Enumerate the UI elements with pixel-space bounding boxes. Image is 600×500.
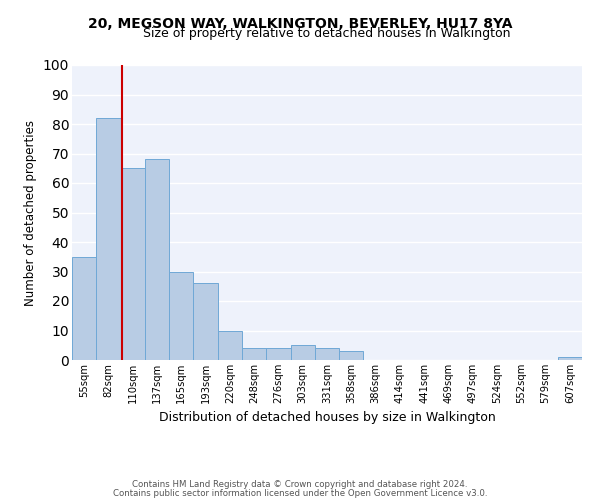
Text: Contains HM Land Registry data © Crown copyright and database right 2024.: Contains HM Land Registry data © Crown c… <box>132 480 468 489</box>
Bar <box>242 348 266 360</box>
Bar <box>193 284 218 360</box>
Title: Size of property relative to detached houses in Walkington: Size of property relative to detached ho… <box>143 27 511 40</box>
Bar <box>96 118 121 360</box>
Bar <box>121 168 145 360</box>
Bar <box>218 330 242 360</box>
Bar <box>315 348 339 360</box>
Text: Contains public sector information licensed under the Open Government Licence v3: Contains public sector information licen… <box>113 488 487 498</box>
Bar <box>169 272 193 360</box>
Bar <box>145 160 169 360</box>
Bar <box>558 357 582 360</box>
Bar <box>339 351 364 360</box>
X-axis label: Distribution of detached houses by size in Walkington: Distribution of detached houses by size … <box>158 412 496 424</box>
Text: 20, MEGSON WAY, WALKINGTON, BEVERLEY, HU17 8YA: 20, MEGSON WAY, WALKINGTON, BEVERLEY, HU… <box>88 18 512 32</box>
Y-axis label: Number of detached properties: Number of detached properties <box>24 120 37 306</box>
Bar <box>266 348 290 360</box>
Bar <box>290 345 315 360</box>
Bar <box>72 257 96 360</box>
